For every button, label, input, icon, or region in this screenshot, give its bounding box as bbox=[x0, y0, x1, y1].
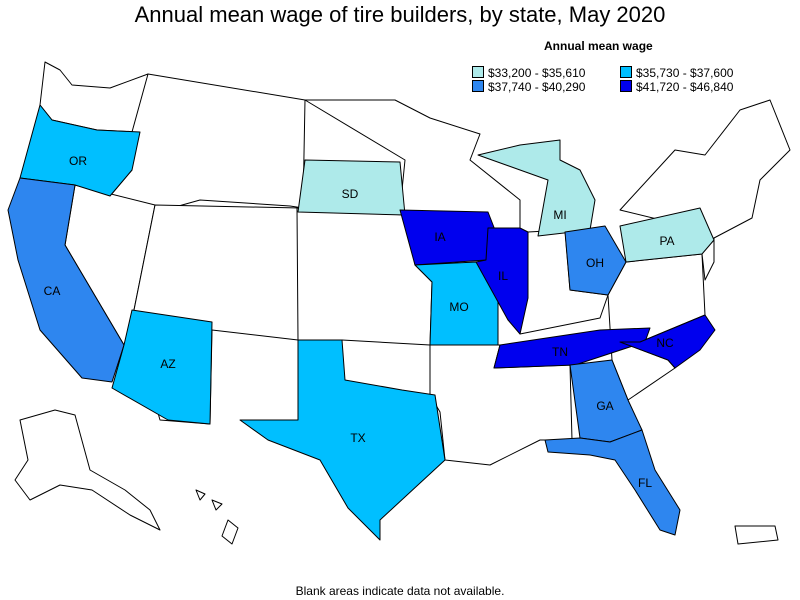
legend-label-3: $37,740 - $40,290 bbox=[488, 80, 586, 94]
label-il: IL bbox=[498, 269, 508, 283]
legend-label-4: $41,720 - $46,840 bbox=[636, 80, 734, 94]
blank-states bbox=[14, 61, 791, 545]
footnote: Blank areas indicate data not available. bbox=[295, 584, 505, 598]
state-pr bbox=[734, 525, 779, 545]
state-northeast bbox=[619, 99, 791, 281]
label-fl: FL bbox=[638, 476, 652, 490]
legend-label-2: $35,730 - $37,600 bbox=[636, 66, 734, 80]
state-mi bbox=[477, 139, 596, 237]
legend-swatch-3 bbox=[472, 80, 484, 92]
label-or: OR bbox=[69, 154, 87, 168]
state-pa bbox=[619, 207, 715, 263]
data-states bbox=[7, 104, 716, 541]
label-az: AZ bbox=[160, 357, 175, 371]
label-tx: TX bbox=[350, 431, 365, 445]
label-ga: GA bbox=[596, 399, 613, 413]
label-mo: MO bbox=[449, 300, 468, 314]
legend-label-1: $33,200 - $35,610 bbox=[488, 66, 586, 80]
label-ca: CA bbox=[44, 284, 61, 298]
label-ia: IA bbox=[434, 230, 445, 244]
state-tx bbox=[239, 339, 446, 541]
state-oh bbox=[564, 225, 627, 296]
label-sd: SD bbox=[342, 187, 359, 201]
state-hi bbox=[195, 489, 239, 545]
legend-swatch-2 bbox=[620, 66, 632, 78]
legend-item-3: $37,740 - $40,290 bbox=[472, 80, 585, 94]
map-title: Annual mean wage of tire builders, by st… bbox=[134, 2, 666, 27]
label-nc: NC bbox=[656, 336, 674, 350]
label-pa: PA bbox=[659, 234, 674, 248]
label-mi: MI bbox=[553, 208, 566, 222]
state-ak bbox=[14, 409, 161, 531]
legend-item-1: $33,200 - $35,610 bbox=[472, 66, 585, 80]
label-oh: OH bbox=[586, 256, 604, 270]
label-tn: TN bbox=[552, 345, 568, 359]
state-il bbox=[475, 227, 529, 335]
state-az bbox=[111, 309, 213, 425]
legend-item-4: $41,720 - $46,840 bbox=[620, 80, 733, 94]
legend-swatch-4 bbox=[620, 80, 632, 92]
state-fl bbox=[544, 429, 681, 536]
state-ca bbox=[7, 177, 125, 383]
legend-item-2: $35,730 - $37,600 bbox=[620, 66, 733, 80]
legend-swatch-1 bbox=[472, 66, 484, 78]
legend-title: Annual mean wage bbox=[544, 39, 653, 53]
state-ia bbox=[399, 209, 496, 266]
state-labels: OR CA AZ TX SD IA MO IL MI OH PA TN NC G… bbox=[44, 154, 675, 490]
state-nc bbox=[619, 314, 716, 369]
